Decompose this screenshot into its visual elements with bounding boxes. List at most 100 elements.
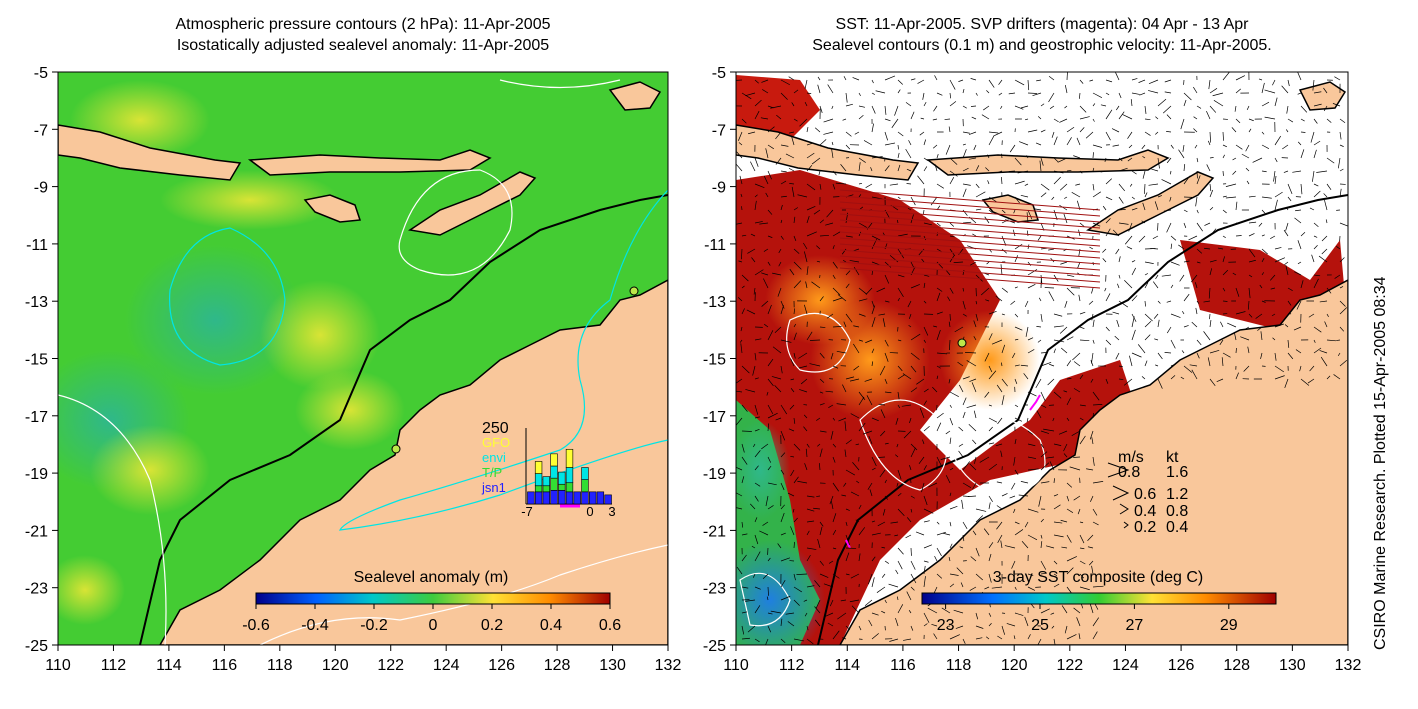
velocity-vector [1092,118,1095,122]
velocity-vector [780,430,786,441]
velocity-vector [825,222,834,226]
velocity-vector [962,167,969,172]
velocity-vector [1021,541,1029,549]
velocity-vector [894,105,899,116]
velocity-vector [1339,168,1344,172]
velocity-vector [845,313,853,323]
velocity-vector [1090,360,1094,367]
velocity-vector [832,482,839,492]
velocity-vector [806,206,816,211]
velocity-vector [1112,144,1120,147]
velocity-vector [1243,365,1250,372]
velocity-vector [1008,92,1016,95]
velocity-vector [949,467,954,471]
velocity-vector [1073,361,1081,367]
velocity-vector [790,358,795,367]
velocity-vector [1026,230,1029,237]
x-tick-label: 124 [433,657,460,674]
velocity-vector [817,76,821,81]
velocity-vector [780,469,785,475]
velocity-vector [880,409,886,419]
velocity-vector [988,573,992,583]
velocity-vector [803,426,808,432]
velocity-vector [1060,519,1068,523]
velocity-vector [1339,257,1345,263]
velocity-key-ms: 0.4 [1134,503,1156,520]
velocity-vector [949,634,960,640]
velocity-vector [865,183,873,188]
inset-bar-envi [558,471,566,485]
velocity-vector [897,469,902,480]
velocity-vector [1073,607,1081,614]
velocity-vector [962,300,966,310]
x-tick-label: 118 [946,657,972,674]
velocity-vector [1169,196,1172,202]
velocity-vector [1129,355,1133,367]
velocity-vector [1144,300,1146,307]
velocity-vector [871,305,876,315]
velocity-vector [1053,348,1056,354]
velocity-vector [1013,209,1016,214]
velocity-vector [765,148,769,159]
velocity-vector [858,339,863,342]
velocity-vector [897,89,901,94]
velocity-vector [958,450,964,458]
velocity-vector [936,292,941,302]
velocity-vector [1287,79,1290,87]
velocity-vector [1051,196,1055,200]
velocity-vector [975,183,980,189]
velocity-vector [868,435,873,445]
velocity-vector [797,194,808,198]
velocity-vector [806,331,813,341]
velocity-vector [953,261,964,263]
velocity-vector [936,352,948,355]
velocity-vector [1053,478,1055,484]
velocity-vector [923,612,930,623]
velocity-vector [960,582,964,588]
velocity-vector [920,117,925,120]
velocity-vector [1155,364,1159,367]
velocity-vector [1183,175,1191,185]
velocity-vector [1061,605,1068,614]
velocity-vector [817,84,821,94]
velocity-vector [867,482,873,490]
velocity-vector [1011,560,1016,569]
velocity-vector [1257,326,1263,331]
velocity-vector [936,531,947,536]
velocity-vector [1297,141,1302,146]
satellite-pass-inset: 250 GFO envi T/P jsn1 -7 0 3 [481,420,616,519]
velocity-vector [754,450,761,458]
velocity-vector [949,492,952,497]
inset-legend-tp: T/P [482,465,502,480]
velocity-vector [988,196,997,203]
velocity-vector [1311,254,1315,263]
inset-bar-jsn1 [565,491,574,505]
velocity-vector [936,92,943,96]
velocity-vector [819,234,829,237]
velocity-vector [793,89,799,94]
velocity-vector [1188,235,1198,241]
velocity-vector [1091,313,1094,321]
anomaly-high-southwest [90,425,210,515]
velocity-vector [1053,583,1060,588]
velocity-vector [1001,287,1008,293]
velocity-vector [754,482,761,487]
velocity-vector [902,373,912,380]
velocity-vector [1102,248,1107,253]
shelf-contour-cyan [168,227,286,366]
velocity-vector [1118,300,1129,308]
velocity-vector [741,92,752,100]
velocity-vector [767,261,771,266]
velocity-vector [882,508,886,516]
velocity-vector [1027,129,1038,133]
velocity-vector [1313,347,1322,354]
velocity-vector [1313,339,1316,343]
velocity-vector [1066,495,1070,502]
velocity-vector [1283,229,1289,237]
sst-streak [839,261,1101,283]
velocity-vector [998,92,1003,96]
velocity-vector [942,532,951,536]
velocity-vector [934,555,938,562]
velocity-vector [959,546,964,549]
velocity-vector [816,417,821,421]
